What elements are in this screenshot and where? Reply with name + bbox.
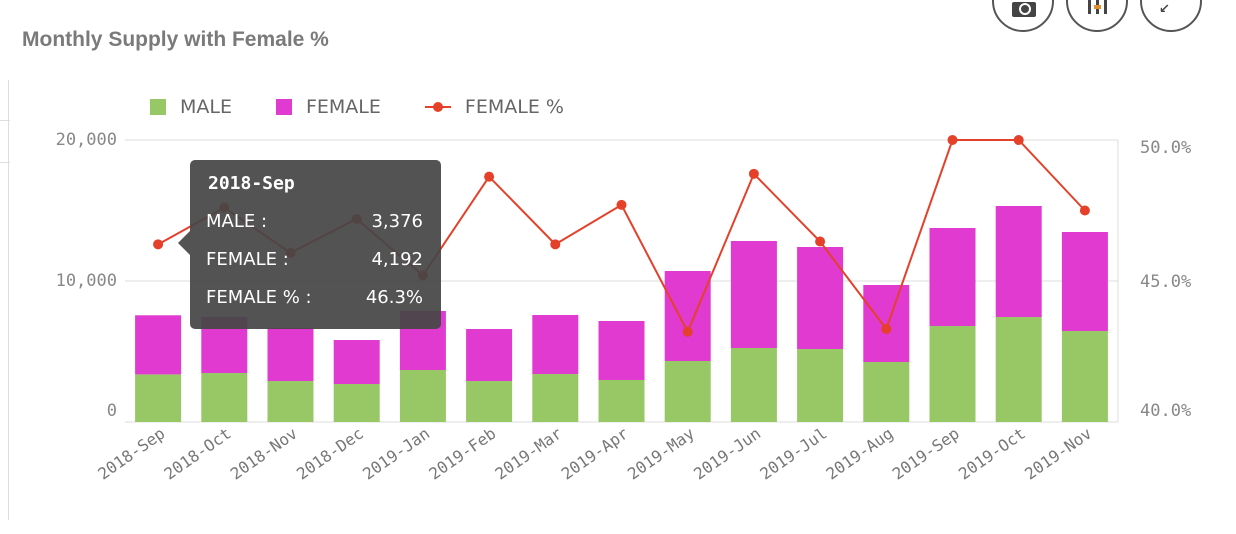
- x-tick-label: 2018-Dec: [293, 424, 367, 484]
- female-pct-point: [550, 239, 561, 250]
- legend: MALE FEMALE FEMALE %: [150, 96, 564, 118]
- legend-label: FEMALE %: [464, 96, 564, 118]
- bar-male: [797, 349, 844, 422]
- tooltip-value: 46.3%: [365, 287, 423, 308]
- x-tick-label: 2018-Sep: [94, 424, 168, 484]
- female-pct-point: [1079, 205, 1090, 216]
- legend-item-female[interactable]: FEMALE: [275, 96, 381, 118]
- tooltip-value: 4,192: [371, 249, 423, 270]
- bar-male: [201, 373, 248, 422]
- x-tick-label: 2019-Jul: [756, 424, 830, 484]
- female-swatch: [275, 99, 292, 115]
- bar-female: [797, 247, 844, 350]
- x-tick-label: 2019-Aug: [823, 424, 897, 484]
- bar-male: [664, 361, 711, 422]
- left-tick-label: 20,000: [56, 130, 117, 150]
- bar-female: [135, 315, 182, 375]
- female-pct-point: [616, 199, 627, 210]
- female-pct-point: [484, 171, 495, 182]
- bar-female: [929, 227, 976, 326]
- x-tick-label: 2019-Mar: [492, 424, 566, 484]
- tooltip-row: FEMALE : 4,192: [206, 249, 423, 270]
- female-pct-point: [881, 323, 892, 334]
- right-tick-label: 50.0%: [1140, 138, 1191, 158]
- bar-female: [664, 271, 711, 362]
- bar-male: [466, 380, 513, 422]
- bar-male: [1061, 330, 1108, 422]
- tooltip-value: 3,376: [371, 211, 423, 232]
- line-swatch: [424, 102, 451, 112]
- left-tick-label: 10,000: [56, 271, 117, 291]
- x-tick-label: 2019-Feb: [425, 424, 499, 484]
- x-tick-label: 2019-Oct: [955, 424, 1029, 484]
- female-pct-point: [153, 239, 164, 250]
- bar-female: [532, 314, 579, 375]
- legend-label: FEMALE: [305, 96, 381, 118]
- x-tick-label: 2019-Sep: [889, 424, 963, 484]
- right-tick-label: 40.0%: [1140, 401, 1191, 421]
- tooltip-label: FEMALE % :: [206, 287, 312, 308]
- bar-female: [995, 206, 1042, 317]
- female-pct-point: [748, 168, 759, 179]
- bar-male: [399, 369, 446, 422]
- x-tick-label: 2019-May: [624, 424, 698, 484]
- bar-male: [730, 348, 777, 422]
- x-tick-label: 2019-Jan: [359, 424, 433, 484]
- x-tick-label: 2018-Nov: [227, 424, 301, 484]
- tooltip: 2018-Sep MALE : 3,376 FEMALE : 4,192 FEMAL…: [178, 160, 441, 329]
- tooltip-title: 2018-Sep: [208, 173, 295, 194]
- bar-female: [466, 328, 513, 381]
- legend-item-female-pct[interactable]: FEMALE %: [424, 96, 564, 118]
- bar-female: [863, 285, 910, 363]
- bar-female: [1061, 232, 1108, 331]
- x-tick-label: 2018-Oct: [161, 424, 235, 484]
- bar-male: [532, 374, 579, 422]
- female-pct-point: [815, 236, 826, 247]
- panel-edge: [0, 162, 10, 163]
- bar-female: [730, 240, 777, 349]
- bar-male: [863, 362, 910, 422]
- x-tick-label: 2019-Nov: [1021, 424, 1095, 484]
- bar-female: [267, 327, 314, 381]
- panel-edge: [0, 120, 10, 121]
- tooltip-label: MALE :: [206, 211, 268, 232]
- female-pct-point: [1013, 135, 1024, 145]
- male-swatch: [150, 99, 166, 115]
- tooltip-row: FEMALE % : 46.3%: [206, 287, 423, 308]
- tooltip-row: MALE : 3,376: [206, 211, 423, 232]
- bar-male: [598, 379, 645, 422]
- x-tick-label: 2019-Jun: [690, 424, 764, 484]
- chart-title: Monthly Supply with Female %: [22, 28, 329, 51]
- bar-male: [333, 384, 380, 422]
- tooltip-label: FEMALE :: [206, 249, 289, 270]
- bar-male: [995, 316, 1042, 422]
- bar-male: [135, 374, 182, 422]
- bar-male: [267, 380, 314, 422]
- x-tick-label: 2019-Apr: [558, 424, 632, 484]
- female-pct-point: [682, 326, 693, 337]
- female-pct-point: [947, 135, 958, 145]
- bar-female: [598, 321, 645, 380]
- legend-item-male[interactable]: MALE: [150, 96, 232, 118]
- bar-female: [333, 339, 380, 385]
- legend-label: MALE: [180, 96, 232, 118]
- panel-edge: [8, 80, 9, 520]
- left-tick-label: 0: [107, 401, 117, 421]
- right-tick-label: 45.0%: [1140, 272, 1191, 292]
- bar-male: [929, 325, 976, 422]
